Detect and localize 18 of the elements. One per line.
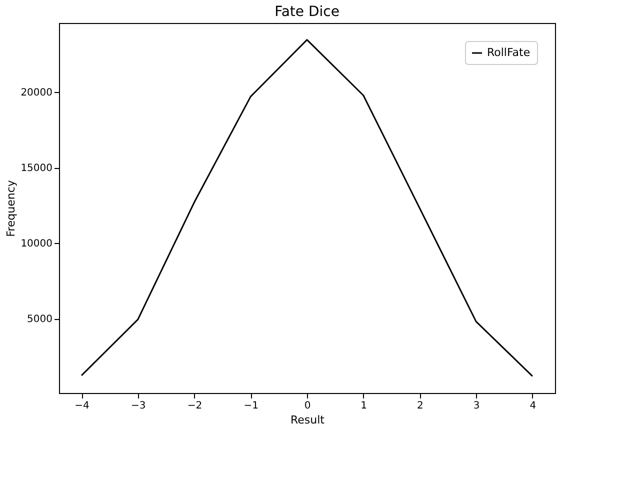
- x-tick-label: −4: [74, 400, 90, 412]
- y-tick-label: 20000: [20, 88, 52, 99]
- x-tick-label: −3: [131, 400, 146, 412]
- y-tick-label: 15000: [20, 163, 52, 174]
- line-series: [80, 39, 534, 377]
- y-tick-label: 10000: [20, 238, 52, 250]
- x-tick-label: 1: [360, 400, 368, 412]
- x-tick-label: 0: [304, 400, 311, 412]
- x-tick-label: 4: [530, 400, 536, 412]
- x-tick-label: −2: [187, 400, 202, 412]
- y-tick-label: 5000: [27, 314, 52, 326]
- x-axis-title: Result: [290, 414, 326, 426]
- x-tick-label: −1: [244, 400, 259, 412]
- legend-label: RollFate: [487, 46, 530, 59]
- x-tick-label: 3: [473, 400, 480, 412]
- y-axis-title: Frequency: [4, 180, 18, 237]
- chart-title: Fate Dice: [274, 4, 340, 20]
- x-tick-label: 2: [417, 400, 424, 412]
